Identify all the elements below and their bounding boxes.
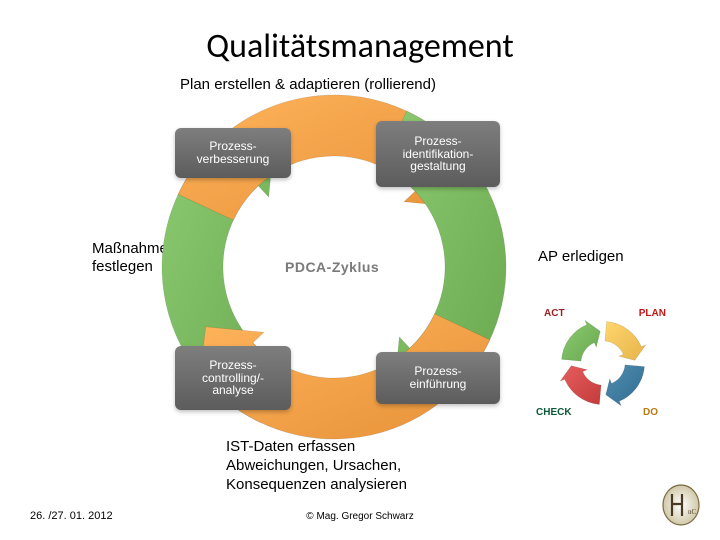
- mini-label-do: DO: [643, 407, 658, 418]
- annotation-right: AP erledigen: [538, 248, 624, 265]
- annotation-left-line2: festlegen: [92, 258, 153, 275]
- mini-label-check: CHECK: [536, 407, 572, 418]
- annotation-bottom-line2: Abweichungen, Ursachen,: [226, 457, 401, 474]
- box-top-right-line3: gestaltung: [410, 159, 465, 173]
- page-title: Qualitätsmanagement: [0, 26, 720, 67]
- mini-pdca: ACT PLAN CHECK DO: [538, 298, 668, 428]
- mini-label-act: ACT: [544, 308, 565, 319]
- logo-icon: nC: [658, 482, 704, 528]
- box-top-left: Prozess- verbesserung: [175, 128, 291, 178]
- logo: nC: [658, 482, 704, 528]
- footer-date: 26. /27. 01. 2012: [30, 510, 113, 522]
- box-bottom-right-line2: einführung: [410, 377, 467, 391]
- box-top-right: Prozess- identifikation- gestaltung: [376, 121, 500, 187]
- box-bottom-right: Prozess- einführung: [376, 352, 500, 404]
- annotation-left: Maßnahmen festlegen: [92, 240, 176, 276]
- footer-copyright: © Mag. Gregor Schwarz: [306, 511, 413, 522]
- annotation-bottom: IST-Daten erfassen Abweichungen, Ursache…: [226, 438, 407, 494]
- mini-label-plan: PLAN: [639, 308, 666, 319]
- box-bottom-left-line3: analyse: [212, 383, 253, 397]
- annotation-bottom-line1: IST-Daten erfassen: [226, 438, 355, 455]
- svg-text:nC: nC: [688, 508, 697, 516]
- subtitle: Plan erstellen & adaptieren (rollierend): [180, 76, 436, 93]
- box-bottom-left: Prozess- controlling/- analyse: [175, 346, 291, 410]
- center-label: PDCA-Zyklus: [285, 259, 379, 275]
- annotation-left-line1: Maßnahmen: [92, 240, 176, 257]
- box-top-left-line2: verbesserung: [197, 152, 270, 166]
- annotation-bottom-line3: Konsequenzen analysieren: [226, 476, 407, 493]
